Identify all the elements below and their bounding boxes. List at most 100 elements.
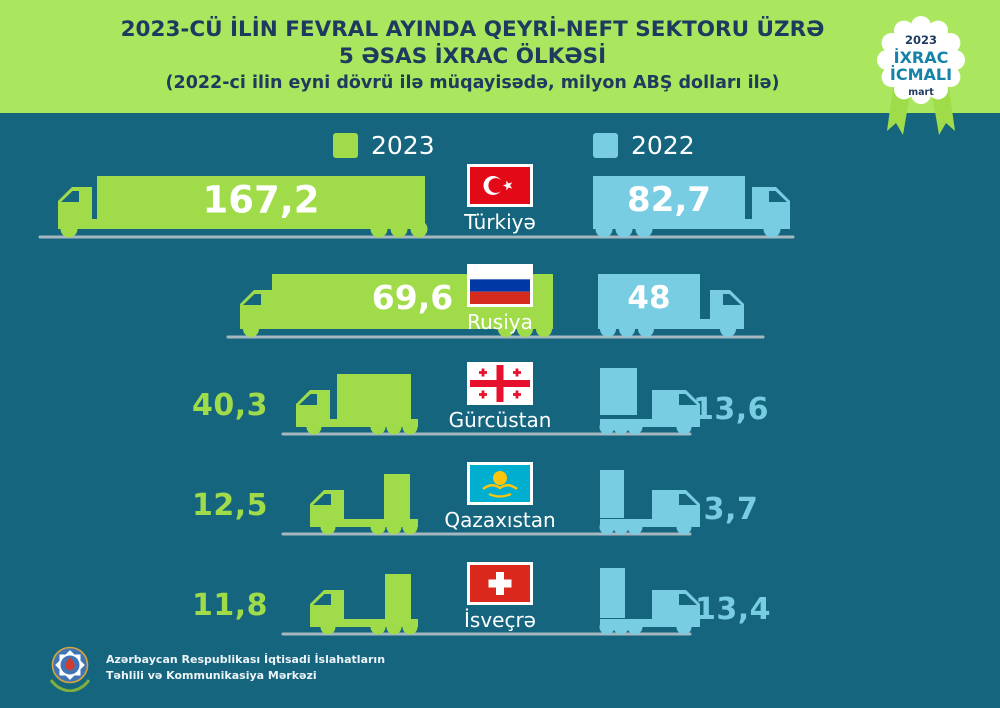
title-line-1: 2023-CÜ İLİN FEVRAL AYINDA QEYRİ-NEFT SE… xyxy=(120,17,825,42)
wheel-icon xyxy=(613,619,629,635)
country-label: Rusiya xyxy=(467,310,533,334)
wheel-icon xyxy=(627,619,643,635)
wheel-icon xyxy=(627,519,643,535)
country-label: Qazaxıstan xyxy=(444,508,556,532)
title-subtitle: (2022-ci ilin eyni dövrü ilə müqayisədə,… xyxy=(165,73,780,93)
value-2022: 82,7 xyxy=(627,180,711,220)
footer-line-2: Təhlili və Kommunikasiya Mərkəzi xyxy=(106,669,317,682)
wheel-icon xyxy=(517,321,533,337)
wheel-icon xyxy=(619,321,635,337)
value-2023: 40,3 xyxy=(191,388,269,423)
country-row: 167,2 82,7 xyxy=(38,164,795,239)
badge-ribbon-left xyxy=(887,88,910,135)
badge-line-1: İXRAC xyxy=(894,48,949,67)
badge-year: 2023 xyxy=(905,33,937,47)
wheel-icon xyxy=(498,321,514,337)
truck-2023: 167,2 xyxy=(58,176,428,238)
truck-2022 xyxy=(599,568,700,635)
wheel-icon xyxy=(60,220,78,238)
badge-ribbon-right xyxy=(932,88,955,135)
wheel-icon xyxy=(676,419,692,435)
wheel-icon xyxy=(599,519,615,535)
footer-line-1: Azərbaycan Respublikası İqtisadi İslahat… xyxy=(106,652,386,666)
wheel-icon xyxy=(676,619,692,635)
country-label: Türkiyə xyxy=(464,210,536,234)
truck-2023 xyxy=(310,574,418,635)
value-2022: 13,4 xyxy=(694,592,772,627)
country-row: 69,6 48 xyxy=(226,264,765,339)
wheel-icon xyxy=(638,321,654,337)
country-row xyxy=(281,362,700,436)
footer: Azərbaycan Respublikası İqtisadi İslahat… xyxy=(46,644,385,692)
azerbaijan-emblem-icon xyxy=(49,646,91,692)
wheel-icon xyxy=(720,321,736,337)
wheel-icon xyxy=(599,419,615,435)
value-2022: 13,6 xyxy=(692,392,770,427)
wheel-icon xyxy=(390,220,408,238)
isvecre-flag xyxy=(467,562,533,605)
ixrac-icmali-badge: 2023 İXRAC İCMALI mart xyxy=(869,10,975,142)
value-2023: 12,5 xyxy=(191,488,269,523)
gurcustan-flag xyxy=(467,362,533,405)
wheel-icon xyxy=(320,519,336,535)
wheel-icon xyxy=(613,519,629,535)
truck-2023 xyxy=(296,374,418,435)
value-2023: 69,6 xyxy=(372,278,453,317)
country-row xyxy=(281,462,700,536)
wheel-icon xyxy=(370,220,388,238)
wheel-icon xyxy=(386,519,402,535)
value-2022: 48 xyxy=(627,280,670,316)
value-2022: 3,7 xyxy=(703,492,759,527)
qazaxistan-flag xyxy=(467,462,533,505)
legend-swatch-2023 xyxy=(333,133,358,158)
legend-label-2022: 2022 xyxy=(631,131,695,160)
truck-2022: 48 xyxy=(598,274,744,337)
rusiya-flag xyxy=(467,264,533,307)
legend-swatch-2022 xyxy=(593,133,618,158)
badge-line-2: İCMALI xyxy=(890,65,952,84)
wheel-icon xyxy=(243,321,259,337)
country-label: İsveçrə xyxy=(464,608,536,632)
wheel-icon xyxy=(306,419,322,435)
wheel-icon xyxy=(370,619,386,635)
wheel-icon xyxy=(763,220,781,238)
truck-2023 xyxy=(310,474,418,535)
truck-2022 xyxy=(599,368,700,435)
wheel-icon xyxy=(386,619,402,635)
page-title: 2023-CÜ İLİN FEVRAL AYINDA QEYRİ-NEFT SE… xyxy=(0,16,945,96)
wheel-icon xyxy=(595,220,613,238)
header-band: 2023-CÜ İLİN FEVRAL AYINDA QEYRİ-NEFT SE… xyxy=(0,0,1000,113)
wheel-icon xyxy=(599,619,615,635)
title-line-2: 5 ƏSAS İXRAC ÖLKƏSİ xyxy=(338,44,607,69)
wheel-icon xyxy=(402,619,418,635)
wheel-icon xyxy=(410,220,428,238)
turkiye-flag xyxy=(467,164,533,207)
truck-2022: 82,7 xyxy=(593,176,790,238)
wheel-icon xyxy=(615,220,633,238)
wheel-icon xyxy=(627,419,643,435)
wheel-icon xyxy=(402,519,418,535)
value-2023: 167,2 xyxy=(202,178,319,221)
badge-month: mart xyxy=(908,87,934,98)
wheel-icon xyxy=(402,419,418,435)
wheel-icon xyxy=(600,321,616,337)
wheel-icon xyxy=(613,419,629,435)
wheel-icon xyxy=(536,321,552,337)
country-row xyxy=(281,562,700,636)
legend-item-2022: 2022 xyxy=(593,131,695,160)
wheel-icon xyxy=(370,419,386,435)
legend-item-2023: 2023 xyxy=(333,131,435,160)
truck-2022 xyxy=(599,470,700,535)
country-label: Gürcüstan xyxy=(448,408,552,432)
wheel-icon xyxy=(635,220,653,238)
value-2023: 11,8 xyxy=(191,588,269,623)
legend-label-2023: 2023 xyxy=(371,131,435,160)
wheel-icon xyxy=(386,419,402,435)
wheel-icon xyxy=(370,519,386,535)
wheel-icon xyxy=(320,619,336,635)
wheel-icon xyxy=(676,519,692,535)
footer-org-name: Azərbaycan Respublikası İqtisadi İslahat… xyxy=(106,652,385,685)
